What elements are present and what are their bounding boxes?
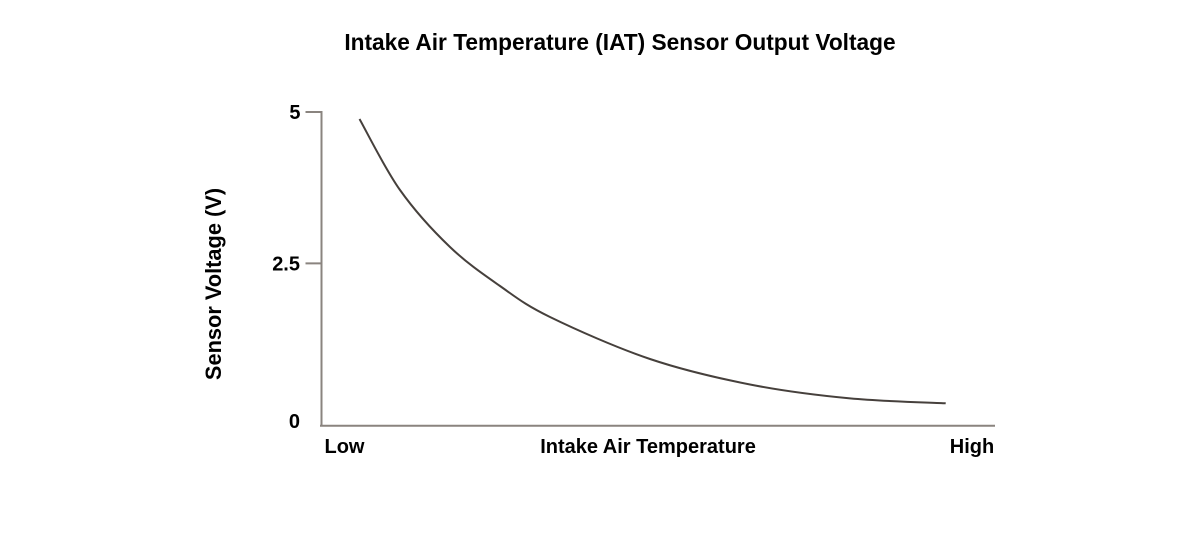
svg-text:Sensor Voltage (V): Sensor Voltage (V)	[201, 188, 226, 380]
svg-text:Low: Low	[325, 436, 365, 458]
svg-text:0: 0	[289, 411, 300, 433]
svg-text:Intake Air Temperature: Intake Air Temperature	[540, 436, 756, 458]
svg-text:2.5: 2.5	[272, 254, 300, 276]
svg-text:High: High	[950, 436, 994, 458]
svg-text:Intake Air Temperature (IAT) S: Intake Air Temperature (IAT) Sensor Outp…	[344, 29, 895, 55]
svg-text:5: 5	[289, 102, 300, 124]
